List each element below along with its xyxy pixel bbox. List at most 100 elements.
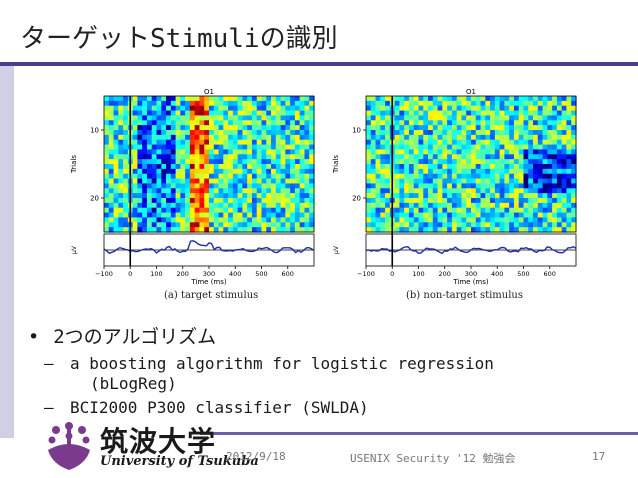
heatmap-cell bbox=[404, 164, 410, 170]
heatmap-cell bbox=[413, 183, 420, 189]
heatmap-cell bbox=[189, 125, 196, 131]
heatmap-cell bbox=[280, 193, 286, 199]
heatmap-cell bbox=[556, 105, 563, 112]
heatmap-cell bbox=[408, 159, 415, 165]
heatmap-cell bbox=[447, 227, 453, 233]
heatmap-cell bbox=[471, 173, 477, 180]
heatmap-cell bbox=[456, 202, 463, 209]
heatmap-cell bbox=[523, 227, 529, 233]
heatmap-cell bbox=[170, 173, 177, 180]
x-tick-label: 200 bbox=[177, 270, 189, 278]
heatmap-cell bbox=[547, 188, 553, 194]
heatmap-cell bbox=[166, 198, 172, 204]
heatmap-cell bbox=[213, 183, 220, 189]
y-axis-label: Trials bbox=[70, 155, 78, 174]
heatmap-cell bbox=[513, 139, 520, 146]
heatmap-cell bbox=[528, 168, 534, 175]
heatmap-cell bbox=[533, 139, 539, 146]
heatmap-cell bbox=[280, 207, 286, 214]
heatmap-cell bbox=[242, 159, 248, 165]
heatmap-cell bbox=[290, 154, 296, 160]
heatmap-cell bbox=[161, 125, 167, 131]
heatmap-cell bbox=[161, 183, 167, 189]
heatmap-cell bbox=[251, 212, 258, 219]
heatmap-cell bbox=[380, 139, 386, 146]
heatmap-cell bbox=[533, 222, 539, 228]
heatmap-cell bbox=[232, 154, 239, 160]
heatmap-cell bbox=[166, 120, 172, 126]
heatmap-cell bbox=[266, 188, 272, 194]
heatmap-cell bbox=[375, 120, 381, 126]
heatmap-cell bbox=[370, 100, 377, 107]
heatmap-cell bbox=[142, 212, 148, 219]
heatmap-cell bbox=[480, 120, 486, 126]
heatmap-cell bbox=[556, 217, 563, 223]
heatmap-cell bbox=[161, 105, 167, 112]
heatmap-cell bbox=[475, 110, 482, 117]
heatmap-cell bbox=[471, 159, 477, 165]
heatmap-cell bbox=[299, 173, 306, 180]
heatmap-cell bbox=[104, 222, 110, 228]
heatmap-cell bbox=[404, 188, 410, 194]
heatmap-cell bbox=[256, 222, 263, 228]
heatmap-cell bbox=[161, 96, 167, 102]
heatmap-cell bbox=[461, 227, 467, 233]
heatmap-cell bbox=[461, 207, 467, 214]
heatmap-cell bbox=[275, 198, 282, 204]
heatmap-cell bbox=[261, 134, 267, 141]
heatmap-cell bbox=[523, 164, 529, 170]
heatmap-cell bbox=[370, 125, 377, 131]
heatmap-cell bbox=[209, 130, 215, 136]
heatmap-cell bbox=[180, 198, 186, 204]
heatmap-cell bbox=[261, 105, 267, 112]
heatmap-cell bbox=[423, 134, 429, 141]
heatmap-cell bbox=[228, 125, 234, 131]
heatmap-cell bbox=[542, 130, 548, 136]
heatmap-cell bbox=[432, 227, 439, 233]
heatmap-cell bbox=[218, 154, 224, 160]
heatmap-cell bbox=[513, 227, 520, 233]
heatmap-cell bbox=[523, 168, 529, 175]
heatmap-cell bbox=[447, 198, 453, 204]
heatmap-cell bbox=[108, 168, 115, 175]
heatmap-cell bbox=[251, 222, 258, 228]
heatmap-cell bbox=[542, 144, 548, 151]
heatmap-cell bbox=[266, 125, 272, 131]
heatmap-cell bbox=[309, 96, 315, 102]
heatmap-cell bbox=[513, 120, 520, 126]
heatmap-cell bbox=[466, 168, 472, 175]
heatmap-cell bbox=[223, 212, 229, 219]
heatmap-cell bbox=[509, 144, 515, 151]
heatmap-cell bbox=[561, 134, 568, 141]
heatmap-cell bbox=[170, 105, 177, 112]
heatmap-cell bbox=[180, 130, 186, 136]
heatmap-cell bbox=[533, 110, 539, 117]
heatmap-cell bbox=[566, 139, 572, 146]
heatmap-cell bbox=[423, 227, 429, 233]
heatmap-cell bbox=[547, 193, 553, 199]
heatmap-cell bbox=[242, 168, 248, 175]
heatmap-cell bbox=[437, 168, 443, 175]
heatmap-cell bbox=[228, 222, 234, 228]
heatmap-cell bbox=[261, 144, 267, 151]
heatmap-cell bbox=[375, 178, 381, 185]
heatmap-cell bbox=[408, 178, 415, 185]
heatmap-cell bbox=[380, 159, 386, 165]
heatmap-cell bbox=[385, 144, 391, 151]
heatmap-cell bbox=[566, 164, 572, 170]
heatmap-cell bbox=[285, 207, 291, 214]
heatmap-cell bbox=[113, 110, 119, 117]
heatmap-cell bbox=[408, 217, 415, 223]
heatmap-cell bbox=[299, 105, 306, 112]
heatmap-cell bbox=[509, 207, 515, 214]
heatmap-cell bbox=[118, 144, 124, 151]
heatmap-cell bbox=[442, 164, 448, 170]
heatmap-cell bbox=[366, 222, 372, 228]
heatmap-cell bbox=[504, 125, 510, 131]
heatmap-cell bbox=[118, 202, 124, 209]
heatmap-cell bbox=[271, 217, 277, 223]
heatmap-cell bbox=[480, 222, 486, 228]
heatmap-cell bbox=[261, 100, 267, 107]
heatmap-cell bbox=[442, 222, 448, 228]
heatmap-cell bbox=[499, 164, 506, 170]
